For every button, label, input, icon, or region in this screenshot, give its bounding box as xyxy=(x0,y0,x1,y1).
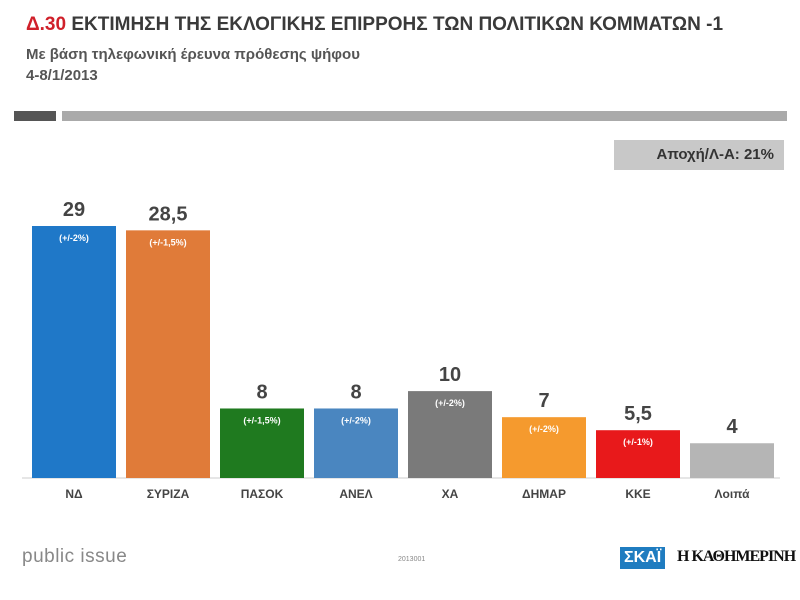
abstention-box: Αποχή/Λ-Α: 21% xyxy=(614,140,784,170)
category-label: ΚΚΕ xyxy=(625,487,650,501)
public-issue-logo: public issue xyxy=(22,546,128,567)
error-label: (+/-1,5%) xyxy=(243,415,280,425)
bar xyxy=(126,230,210,478)
chart-code: Δ.30 xyxy=(26,14,67,35)
skai-logo: ΣΚΑΪ xyxy=(620,547,666,569)
bar xyxy=(596,430,680,478)
value-label: 28,5 xyxy=(149,203,188,225)
category-label: ΔΗΜΑΡ xyxy=(522,487,566,501)
decor-band-dark xyxy=(14,111,56,121)
error-label: (+/-2%) xyxy=(529,424,559,434)
bar xyxy=(690,443,774,478)
category-label: ΑΝΕΛ xyxy=(339,487,372,501)
category-label: Λοιπά xyxy=(715,487,751,501)
bar xyxy=(408,391,492,478)
value-label: 7 xyxy=(538,390,549,412)
chart-subtitle: Με βάση τηλεφωνική έρευνα πρόθεσης ψήφου xyxy=(26,46,360,63)
value-label: 8 xyxy=(350,381,361,403)
value-label: 10 xyxy=(439,364,461,386)
value-label: 4 xyxy=(726,416,738,438)
value-label: 5,5 xyxy=(624,403,652,425)
bar-chart: 29 (+/-2%) ΝΔ 28,5 (+/-1,5%) ΣΥΡΙΖΑ 8 (+/-1,5%)… xyxy=(22,199,780,501)
bar xyxy=(32,226,116,478)
error-label: (+/-2%) xyxy=(435,398,465,408)
error-label: (+/-1%) xyxy=(623,437,653,447)
report-code: 2013001 xyxy=(398,556,426,563)
value-label: 8 xyxy=(256,381,267,403)
title-text: ΕΚΤΙΜΗΣΗ ΤΗΣ ΕΚΛΟΓΙΚΗΣ ΕΠΙΡΡΟΗΣ ΤΩΝ ΠΟΛΙ… xyxy=(71,14,724,35)
category-label: ΠΑΣΟΚ xyxy=(241,487,284,501)
bar xyxy=(502,417,586,478)
kathimerini-logo: Η ΚΑΘΗΜΕΡΙΝΗ xyxy=(677,548,796,565)
bar xyxy=(314,408,398,478)
category-label: ΧΑ xyxy=(442,487,459,501)
chart-title: Δ.30 ΕΚΤΙΜΗΣΗ ΤΗΣ ΕΚΛΟΓΙΚΗΣ ΕΠΙΡΡΟΗΣ ΤΩΝ… xyxy=(26,14,723,36)
decor-band-light xyxy=(62,111,787,121)
error-label: (+/-2%) xyxy=(59,233,89,243)
category-label: ΝΔ xyxy=(65,487,83,501)
error-label: (+/-1,5%) xyxy=(149,237,186,247)
category-label: ΣΥΡΙΖΑ xyxy=(147,487,190,501)
bar xyxy=(220,408,304,478)
value-label: 29 xyxy=(63,199,85,221)
chart-date: 4-8/1/2013 xyxy=(26,67,98,84)
error-label: (+/-2%) xyxy=(341,415,371,425)
